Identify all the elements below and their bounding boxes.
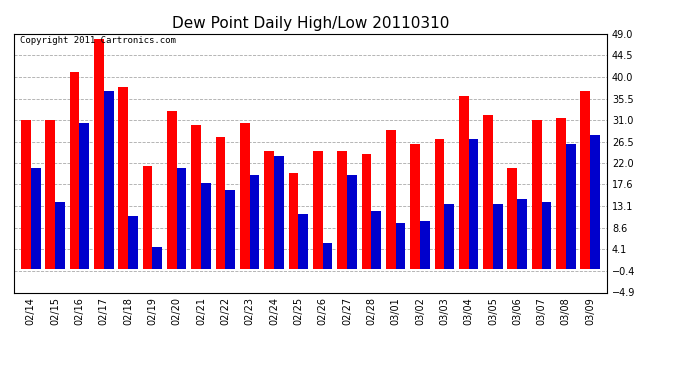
- Bar: [469, 140, 478, 269]
- Bar: [21, 120, 31, 269]
- Bar: [371, 211, 381, 269]
- Bar: [274, 156, 284, 269]
- Bar: [542, 202, 551, 269]
- Bar: [483, 116, 493, 269]
- Bar: [556, 118, 566, 269]
- Bar: [420, 221, 430, 269]
- Bar: [240, 123, 250, 269]
- Bar: [177, 168, 186, 269]
- Bar: [493, 204, 502, 269]
- Bar: [435, 140, 444, 269]
- Bar: [518, 200, 527, 269]
- Bar: [201, 183, 210, 269]
- Bar: [337, 152, 347, 269]
- Bar: [386, 130, 395, 269]
- Bar: [590, 135, 600, 269]
- Bar: [119, 87, 128, 269]
- Bar: [143, 166, 152, 269]
- Bar: [298, 214, 308, 269]
- Bar: [395, 224, 405, 269]
- Bar: [191, 125, 201, 269]
- Bar: [152, 248, 162, 269]
- Bar: [580, 92, 590, 269]
- Bar: [444, 204, 454, 269]
- Bar: [216, 137, 226, 269]
- Bar: [167, 111, 177, 269]
- Bar: [323, 243, 333, 269]
- Bar: [507, 168, 518, 269]
- Bar: [459, 96, 469, 269]
- Bar: [94, 39, 104, 269]
- Bar: [55, 202, 65, 269]
- Bar: [104, 92, 114, 269]
- Text: Copyright 2011 Cartronics.com: Copyright 2011 Cartronics.com: [20, 36, 176, 45]
- Bar: [46, 120, 55, 269]
- Bar: [79, 123, 89, 269]
- Bar: [226, 190, 235, 269]
- Bar: [70, 72, 79, 269]
- Bar: [566, 144, 575, 269]
- Bar: [264, 152, 274, 269]
- Bar: [532, 120, 542, 269]
- Bar: [31, 168, 41, 269]
- Bar: [411, 144, 420, 269]
- Bar: [362, 154, 371, 269]
- Title: Dew Point Daily High/Low 20110310: Dew Point Daily High/Low 20110310: [172, 16, 449, 31]
- Bar: [250, 176, 259, 269]
- Bar: [313, 152, 323, 269]
- Bar: [128, 216, 138, 269]
- Bar: [347, 176, 357, 269]
- Bar: [288, 173, 298, 269]
